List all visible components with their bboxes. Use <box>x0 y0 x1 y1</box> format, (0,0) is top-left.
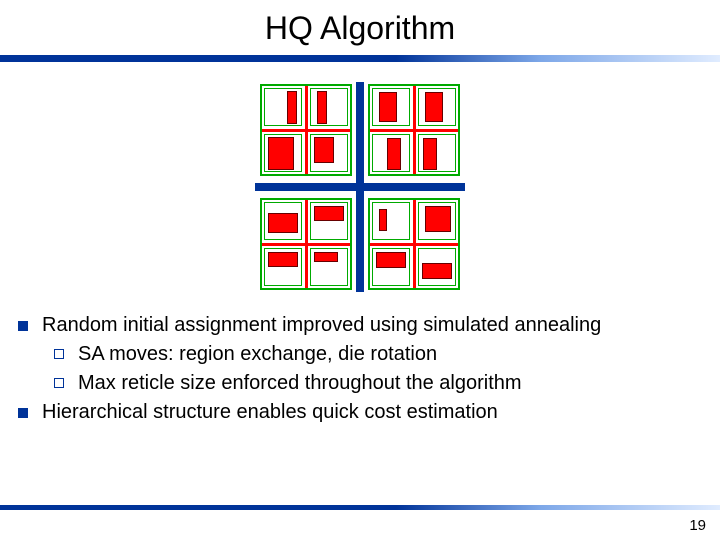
bullet-hollow-icon <box>54 378 64 388</box>
die-block <box>425 92 443 122</box>
bullet-hollow-icon <box>54 349 64 359</box>
subcross-h <box>370 129 458 132</box>
sub-quadrant <box>310 248 348 286</box>
main-cross-horizontal <box>255 183 465 191</box>
die-block <box>314 252 338 262</box>
die-block <box>268 252 298 267</box>
die-block <box>422 263 452 279</box>
bullet-level-2: SA moves: region exchange, die rotation <box>54 341 702 368</box>
sub-quadrant <box>264 88 302 126</box>
sub-quadrant <box>264 202 302 240</box>
bullet-square-icon <box>18 321 28 331</box>
sub-quadrant <box>310 202 348 240</box>
bullet-text: SA moves: region exchange, die rotation <box>78 341 437 368</box>
page-number: 19 <box>689 517 706 534</box>
bullet-text: Random initial assignment improved using… <box>42 312 601 339</box>
sub-quadrant <box>372 202 410 240</box>
sub-quadrant <box>310 134 348 172</box>
bullet-text: Hierarchical structure enables quick cos… <box>42 399 498 426</box>
hq-diagram <box>255 82 465 292</box>
subcross-h <box>262 243 350 246</box>
sub-quadrant <box>372 134 410 172</box>
sub-quadrant <box>418 88 456 126</box>
sub-quadrant <box>418 134 456 172</box>
die-block <box>376 252 406 268</box>
bullet-text: Max reticle size enforced throughout the… <box>78 370 522 397</box>
subcross-h <box>262 129 350 132</box>
die-block <box>379 209 387 231</box>
sub-quadrant <box>310 88 348 126</box>
top-divider <box>0 55 720 62</box>
slide-title: HQ Algorithm <box>0 0 720 55</box>
sub-quadrant <box>264 134 302 172</box>
die-block <box>425 206 451 232</box>
bullet-square-icon <box>18 408 28 418</box>
quadrant <box>368 198 460 290</box>
sub-quadrant <box>418 248 456 286</box>
die-block <box>314 137 334 163</box>
bullet-level-1: Hierarchical structure enables quick cos… <box>18 399 702 426</box>
die-block <box>387 138 401 170</box>
bullet-level-2: Max reticle size enforced throughout the… <box>54 370 702 397</box>
quadrant <box>368 84 460 176</box>
bullet-level-1: Random initial assignment improved using… <box>18 312 702 339</box>
subcross-h <box>370 243 458 246</box>
sub-quadrant <box>372 88 410 126</box>
quadrant <box>260 198 352 290</box>
sub-quadrant <box>418 202 456 240</box>
die-block <box>268 137 294 170</box>
quadrant <box>260 84 352 176</box>
sub-quadrant <box>264 248 302 286</box>
die-block <box>268 213 298 233</box>
die-block <box>314 206 344 221</box>
diagram-container <box>0 62 720 307</box>
bullet-content: Random initial assignment improved using… <box>0 307 720 426</box>
die-block <box>317 91 327 124</box>
die-block <box>287 91 297 124</box>
bottom-divider <box>0 505 720 510</box>
sub-quadrant <box>372 248 410 286</box>
die-block <box>423 138 437 170</box>
die-block <box>379 92 397 122</box>
